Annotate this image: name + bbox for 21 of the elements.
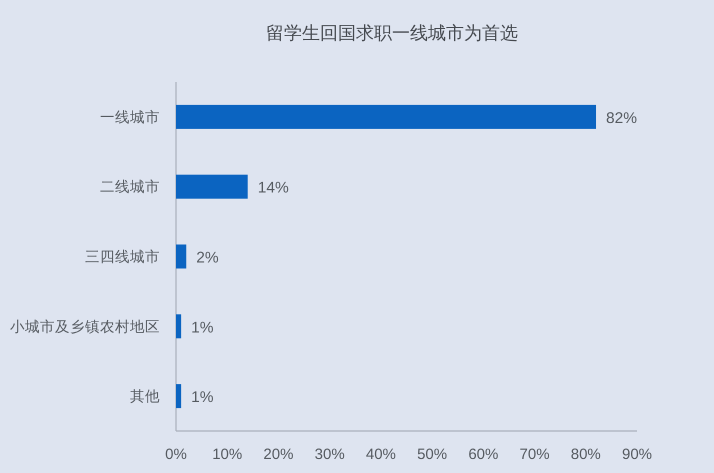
data-label: 82% [606,110,638,127]
x-tick-label: 50% [417,446,448,463]
y-tick-label: 二线城市 [100,178,160,196]
x-tick-label: 0% [165,446,187,463]
x-tick-label: 30% [314,446,345,463]
data-label: 14% [258,180,289,197]
data-label: 2% [196,250,219,266]
x-tick-label: 60% [468,446,498,463]
x-tick-label: 80% [570,446,601,463]
data-label: 1% [191,319,214,336]
x-tick-label: 10% [212,446,242,463]
x-tick-label: 40% [366,446,396,463]
x-tick-label: 90% [622,446,652,463]
x-tick-label: 20% [263,446,294,463]
data-label: 1% [191,389,214,406]
y-tick-label: 小城市及乡镇农村地区 [10,318,160,336]
x-tick-label: 70% [520,446,550,463]
y-tick-label: 三四线城市 [85,248,160,266]
y-tick-label: 其他 [130,388,160,406]
y-tick-label: 一线城市 [100,108,160,126]
title: 留学生回国求职一线城市为首选 [266,23,518,43]
